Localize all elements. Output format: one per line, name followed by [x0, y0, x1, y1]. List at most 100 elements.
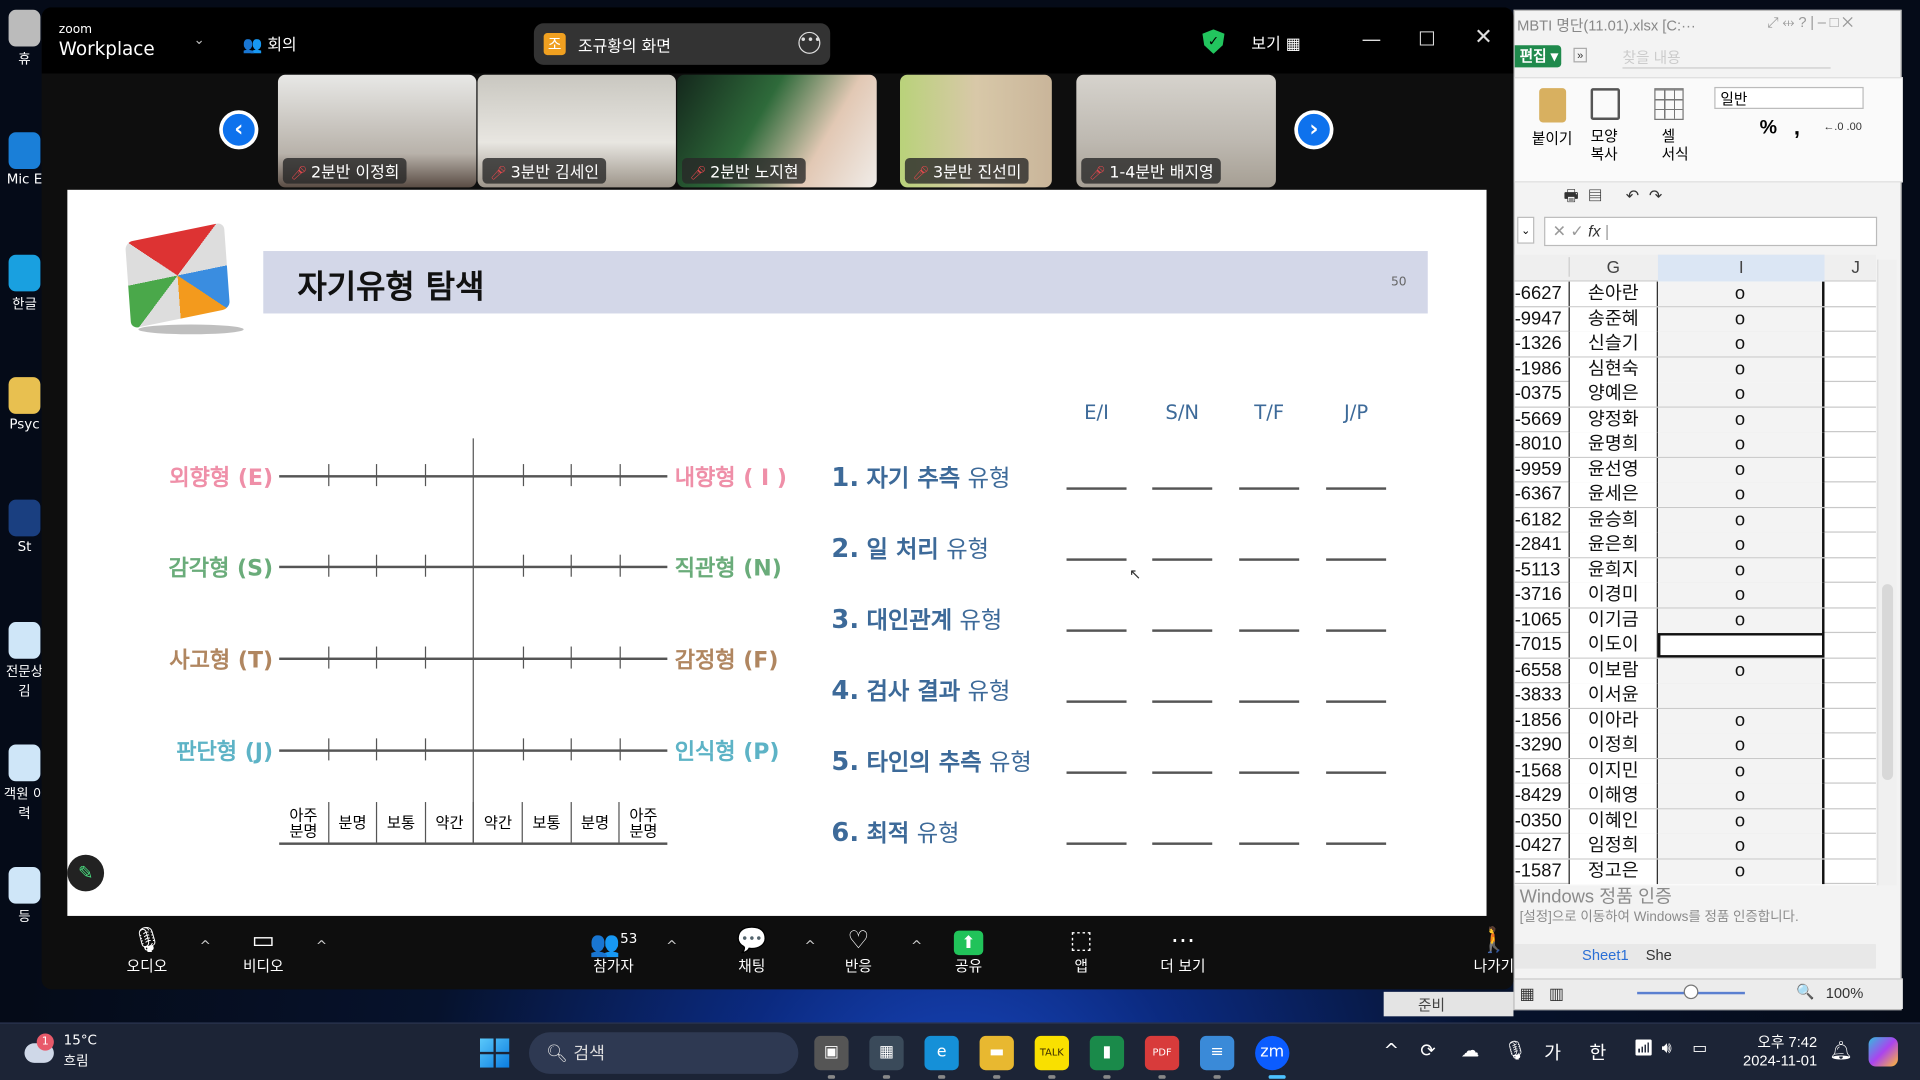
cell-format-icon[interactable] [1654, 88, 1684, 121]
toolbar-leave-button[interactable]: 🚶 나가기 [1451, 923, 1514, 976]
name-cell[interactable]: 이보람 [1568, 658, 1658, 683]
answer-blank[interactable] [1152, 558, 1213, 561]
clock[interactable]: 오후 7:42 2024-11-01 [1719, 1031, 1817, 1069]
weather-widget[interactable]: 1 [24, 1033, 54, 1067]
notepad-icon[interactable]: ≡ [1200, 1035, 1235, 1071]
attendance-cell[interactable]: o [1657, 306, 1825, 332]
answer-blank[interactable] [1326, 629, 1387, 632]
phone-suffix-cell[interactable]: -6627 [1514, 282, 1562, 304]
participant-video[interactable]: 🎤︎ 1-4분반 배지영 [1076, 74, 1276, 188]
volume-icon[interactable]: 🔊︎ [1661, 1039, 1672, 1058]
windows-start-icon[interactable] [480, 1038, 510, 1068]
attendance-cell[interactable]: o [1657, 281, 1825, 307]
phone-suffix-cell[interactable]: -5113 [1514, 558, 1561, 580]
participant-video[interactable]: 🎤︎ 2분반 노지현 [677, 74, 877, 188]
vertical-scrollbar[interactable] [1877, 259, 1897, 886]
name-cell[interactable]: 윤은희 [1568, 532, 1658, 558]
edit-button[interactable]: 편집 ▾ [1514, 45, 1562, 68]
name-box-dropdown[interactable]: ⌄ [1517, 216, 1535, 244]
desktop-icon[interactable]: Mic E [2, 132, 46, 187]
calculator-icon[interactable]: ▦ [869, 1035, 904, 1071]
answer-blank[interactable] [1066, 487, 1127, 490]
attendance-cell[interactable]: o [1657, 331, 1825, 357]
caret-up-icon[interactable]: ^ [199, 937, 211, 954]
desktop-icon[interactable]: St [2, 499, 46, 555]
answer-blank[interactable] [1066, 842, 1127, 845]
name-cell[interactable]: 정고은 [1568, 858, 1658, 884]
table-row[interactable]: -0350 이혜인 o [1514, 808, 1876, 834]
table-row[interactable]: -3716 이경미 o [1514, 582, 1876, 608]
caret-up-icon[interactable]: ^ [911, 937, 923, 954]
phone-suffix-cell[interactable]: -6182 [1514, 508, 1562, 530]
name-cell[interactable]: 손아란 [1568, 281, 1658, 307]
answer-blank[interactable] [1326, 842, 1387, 845]
name-cell[interactable]: 윤희지 [1568, 557, 1658, 583]
expand-icon[interactable]: » [1573, 47, 1587, 63]
table-row[interactable]: -5669 양정화 o [1514, 407, 1876, 433]
name-cell[interactable]: 이기금 [1568, 607, 1658, 633]
name-cell[interactable]: 심현숙 [1568, 356, 1658, 382]
attendance-cell[interactable] [1657, 633, 1825, 658]
name-cell[interactable]: 이서윤 [1568, 683, 1658, 708]
formula-bar[interactable]: ✕ ✓ fx | [1544, 216, 1878, 247]
show-hidden-icons[interactable]: ^ [1383, 1039, 1400, 1062]
sheet-tab-1[interactable]: Sheet1 [1582, 946, 1629, 964]
scrollbar-thumb[interactable] [1882, 584, 1894, 781]
desktop-icon[interactable]: 휴 [2, 9, 46, 69]
toolbar-heart-button[interactable]: ♡ 반응 [816, 923, 902, 976]
name-cell[interactable]: 윤명희 [1568, 432, 1658, 457]
attendance-cell[interactable]: o [1657, 582, 1825, 608]
table-row[interactable]: -8010 윤명희 o [1514, 432, 1876, 458]
phone-suffix-cell[interactable]: -5669 [1514, 408, 1562, 430]
taskbar-search[interactable]: 🔍︎ 검색 [528, 1032, 799, 1074]
desktop-icon[interactable]: 등 [2, 866, 46, 926]
attendance-cell[interactable]: o [1657, 858, 1825, 884]
format-painter-button[interactable]: 모양 복사 [1590, 127, 1618, 163]
quick-access-toolbar[interactable]: 🖶▤ ↶↷ [1563, 186, 1673, 205]
attendance-cell[interactable]: o [1657, 532, 1825, 558]
name-cell[interactable]: 이경미 [1568, 582, 1658, 608]
table-row[interactable]: -5113 윤희지 o [1514, 557, 1876, 583]
answer-blank[interactable] [1152, 629, 1213, 632]
toolbar-chat-button[interactable]: 💬 채팅 [709, 923, 795, 976]
desktop-icon[interactable]: 전문상 김 [2, 622, 46, 700]
screen-share-indicator[interactable]: 조 조규황의 화면 ••• [533, 23, 831, 65]
attendance-cell[interactable]: o [1657, 356, 1825, 382]
phone-suffix-cell[interactable]: -9947 [1514, 307, 1562, 329]
zoom-slider-thumb[interactable] [1683, 984, 1699, 1000]
name-cell[interactable]: 윤선영 [1568, 457, 1658, 482]
attendance-cell[interactable]: o [1657, 833, 1825, 859]
answer-blank[interactable] [1239, 558, 1300, 561]
number-format-select[interactable]: 일반 [1714, 86, 1864, 109]
answer-blank[interactable] [1239, 629, 1300, 632]
table-row[interactable]: -8429 이해영 o [1514, 783, 1876, 809]
answer-blank[interactable] [1326, 558, 1387, 561]
close-button[interactable]: ✕ [1474, 24, 1493, 51]
name-cell[interactable]: 임정희 [1568, 833, 1658, 859]
table-row[interactable]: -7015 이도이 [1514, 633, 1876, 659]
table-row[interactable]: -1568 이지민 o [1514, 758, 1876, 784]
phone-suffix-cell[interactable]: -1568 [1514, 759, 1562, 781]
phone-suffix-cell[interactable]: -3833 [1514, 684, 1562, 706]
column-header-g[interactable]: G [1568, 257, 1657, 277]
answer-blank[interactable] [1152, 842, 1213, 845]
copilot-icon[interactable] [1868, 1037, 1898, 1067]
participant-video[interactable]: 🎤︎ 3분반 진선미 [900, 74, 1052, 188]
pdf-icon[interactable]: PDF [1144, 1035, 1180, 1071]
phone-suffix-cell[interactable]: -1587 [1514, 860, 1562, 882]
toolbar-mic-off-button[interactable]: 🎙 오디오 [104, 923, 190, 976]
name-cell[interactable]: 이정희 [1568, 733, 1658, 758]
phone-suffix-cell[interactable]: -0427 [1514, 835, 1562, 856]
table-row[interactable]: -9959 윤선영 o [1514, 457, 1876, 483]
answer-blank[interactable] [1066, 771, 1127, 774]
attendance-cell[interactable]: o [1657, 808, 1825, 834]
phone-suffix-cell[interactable]: -2841 [1514, 533, 1562, 555]
ime-language[interactable]: 한 [1589, 1042, 1607, 1065]
network-icon[interactable]: 📶︎ [1633, 1039, 1654, 1058]
toolbar-video-button[interactable]: ▭ 비디오 [220, 923, 306, 976]
edge-icon[interactable]: e [924, 1035, 959, 1071]
find-input[interactable]: 찾을 내용 [1622, 47, 1831, 69]
attendance-cell[interactable]: o [1657, 507, 1825, 533]
name-cell[interactable]: 이도이 [1568, 633, 1658, 658]
excel-window-controls[interactable]: ⤢⇹?|–□✕ [1766, 13, 1857, 31]
